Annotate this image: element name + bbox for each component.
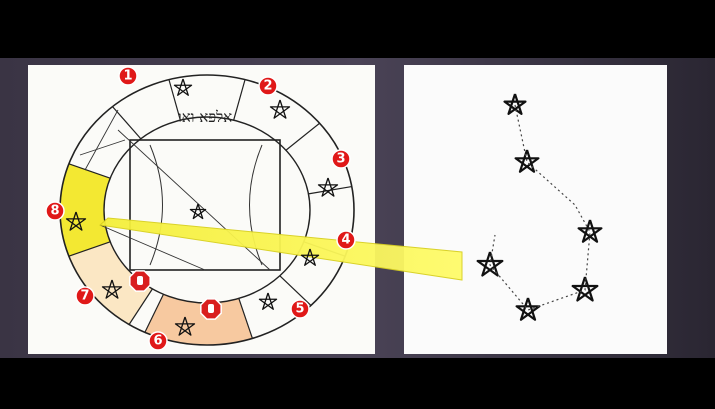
ring-highlight xyxy=(60,164,110,256)
marker-label: 2 xyxy=(263,79,272,94)
right-panel xyxy=(404,65,667,354)
wheel-text: אלפא ואו xyxy=(178,108,232,126)
letterbox-top xyxy=(0,0,715,58)
marker-label: 6 xyxy=(153,334,162,349)
video-frame: אלפא ואו 1 2 3 4 5 6 7 8 xyxy=(0,0,715,409)
marker-label: 5 xyxy=(295,302,304,317)
marker-label: 4 xyxy=(341,233,350,248)
page: אלפא ואו 12345678 (() => { const data = … xyxy=(0,0,715,409)
marker-label: 3 xyxy=(336,152,345,167)
marker-label: 7 xyxy=(80,289,89,304)
letterbox-bottom xyxy=(0,358,715,409)
marker-label: 8 xyxy=(50,204,59,219)
stop-hand xyxy=(208,304,214,313)
stop-hand xyxy=(137,276,143,285)
marker-label: 1 xyxy=(123,69,132,84)
